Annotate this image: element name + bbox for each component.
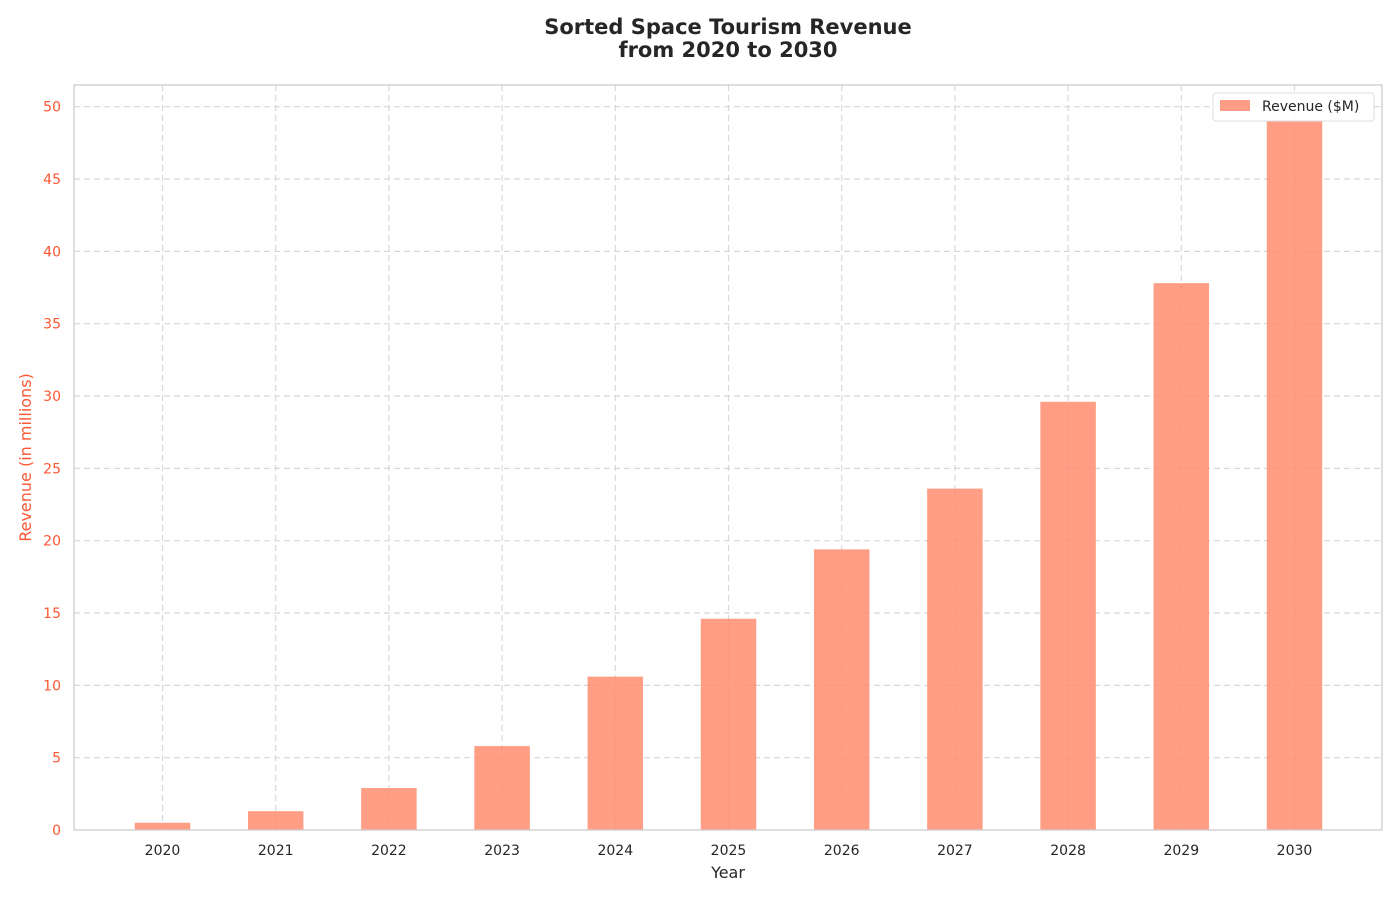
y-tick-label: 40 <box>43 244 61 260</box>
bar-2029 <box>1153 283 1210 831</box>
y-tick-label: 35 <box>43 317 61 333</box>
x-tick-label: 2023 <box>484 843 520 859</box>
plot-frame <box>73 84 1383 831</box>
x-tick-label: 2030 <box>1277 843 1313 859</box>
y-tick-label: 10 <box>43 678 61 694</box>
chart-title-line-1: Sorted Space Tourism Revenue <box>544 15 912 39</box>
legend-label: Revenue ($M) <box>1262 99 1359 115</box>
bar-2021 <box>247 811 304 830</box>
y-axis-label: Revenue (in millions) <box>16 373 35 542</box>
legend-frame <box>1212 92 1375 122</box>
y-tick-label: 20 <box>43 534 61 550</box>
x-tick-label: 2020 <box>145 843 181 859</box>
bar-2023 <box>474 746 530 830</box>
y-tick-label: 5 <box>52 751 61 767</box>
x-tick-label: 2026 <box>824 843 860 859</box>
bar-2020 <box>134 822 191 830</box>
x-tick-label: 2025 <box>711 843 747 859</box>
legend: Revenue ($M) <box>1212 92 1375 122</box>
x-axis-label: Year <box>710 863 745 882</box>
x-tick-label: 2027 <box>937 843 973 859</box>
y-tick-label: 30 <box>43 389 61 405</box>
bar-2030 <box>1266 121 1323 831</box>
bar-2027 <box>927 488 983 830</box>
bars <box>134 121 1323 831</box>
legend-swatch <box>1220 100 1250 111</box>
y-tick-label: 45 <box>43 172 61 188</box>
chart-title-line-2: from 2020 to 2030 <box>618 38 837 62</box>
y-tick-label: 25 <box>43 461 61 477</box>
bar-2024 <box>587 676 644 830</box>
bar-2026 <box>813 549 870 830</box>
x-tick-label: 2024 <box>597 843 633 859</box>
bar-2025 <box>700 618 757 830</box>
x-tick-label: 2029 <box>1163 843 1199 859</box>
y-tick-label: 0 <box>52 823 61 839</box>
y-tick-label: 15 <box>43 606 61 622</box>
x-tick-label: 2028 <box>1050 843 1086 859</box>
x-tick-label: 2021 <box>258 843 294 859</box>
bar-2028 <box>1040 401 1096 830</box>
x-tick-label: 2022 <box>371 843 407 859</box>
bar-2022 <box>361 788 417 830</box>
y-tick-label: 50 <box>43 100 61 116</box>
